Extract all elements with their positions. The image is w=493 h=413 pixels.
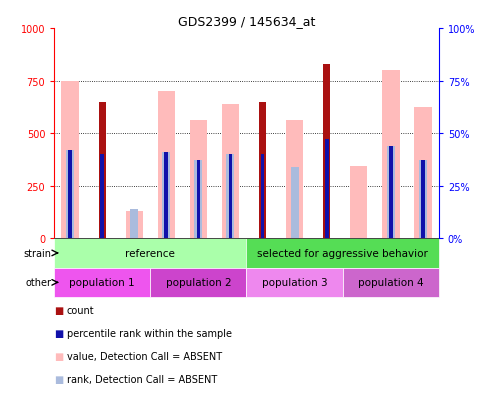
Text: ■: ■: [54, 374, 64, 384]
Text: count: count: [67, 306, 94, 316]
Bar: [190, 121, 207, 239]
Bar: [101, 155, 104, 239]
Text: strain: strain: [23, 248, 51, 258]
Bar: [126, 211, 143, 239]
Bar: [222, 104, 239, 239]
Bar: [286, 121, 303, 239]
Bar: [325, 140, 328, 239]
Bar: [387, 146, 395, 239]
Bar: [226, 155, 235, 239]
Bar: [290, 167, 299, 239]
Text: other: other: [25, 278, 51, 288]
Bar: [246, 268, 343, 297]
Bar: [389, 146, 392, 239]
Text: population 2: population 2: [166, 278, 231, 288]
Bar: [54, 268, 150, 297]
Text: value, Detection Call = ABSENT: value, Detection Call = ABSENT: [67, 351, 222, 361]
Bar: [66, 151, 74, 239]
Bar: [130, 209, 139, 239]
Bar: [414, 107, 431, 239]
Bar: [419, 161, 427, 239]
Bar: [150, 268, 246, 297]
Bar: [69, 151, 72, 239]
Text: rank, Detection Call = ABSENT: rank, Detection Call = ABSENT: [67, 374, 217, 384]
Text: population 1: population 1: [70, 278, 135, 288]
Bar: [54, 239, 246, 268]
Bar: [246, 239, 439, 268]
Bar: [229, 155, 232, 239]
Text: ■: ■: [54, 351, 64, 361]
Text: percentile rank within the sample: percentile rank within the sample: [67, 328, 232, 338]
Text: population 3: population 3: [262, 278, 327, 288]
Bar: [194, 161, 203, 239]
Bar: [350, 166, 367, 239]
Text: reference: reference: [125, 248, 176, 258]
Text: selected for aggressive behavior: selected for aggressive behavior: [257, 248, 428, 258]
Bar: [343, 268, 439, 297]
Bar: [323, 64, 330, 239]
Title: GDS2399 / 145634_at: GDS2399 / 145634_at: [178, 15, 315, 28]
Bar: [165, 153, 168, 239]
Bar: [62, 81, 79, 239]
Text: ■: ■: [54, 306, 64, 316]
Bar: [421, 161, 424, 239]
Bar: [99, 102, 106, 239]
Bar: [162, 153, 171, 239]
Bar: [158, 92, 175, 239]
Bar: [261, 155, 264, 239]
Bar: [382, 71, 399, 239]
Bar: [259, 102, 266, 239]
Text: ■: ■: [54, 328, 64, 338]
Bar: [197, 161, 200, 239]
Text: population 4: population 4: [358, 278, 423, 288]
